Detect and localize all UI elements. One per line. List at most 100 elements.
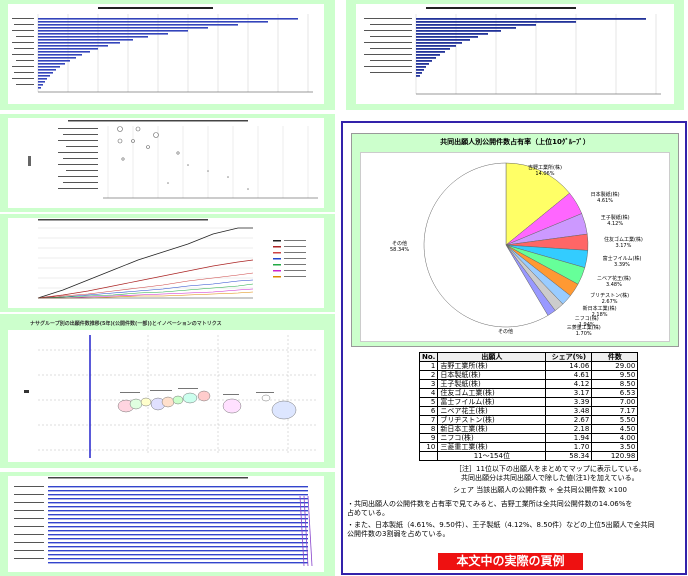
pie-chart — [423, 162, 589, 328]
row-applicant: 11〜154位 — [437, 451, 547, 461]
thumb-bubble-chart — [24, 335, 318, 458]
pie-label-name: 三菱重工業(株) — [566, 324, 601, 331]
pie-label-value: 4.12% — [607, 221, 624, 228]
header-no: No. — [418, 352, 439, 362]
row-count: 7.17 — [591, 406, 639, 416]
row-share: 2.18 — [545, 424, 593, 434]
row-rank: 8 — [418, 424, 439, 434]
row-share: 3.17 — [545, 388, 593, 398]
pie-slice-label: 三菱重工業(株) 1.70% — [567, 325, 601, 337]
row-applicant: 日本製紙(株) — [437, 370, 547, 380]
row-share: 2.67 — [545, 415, 593, 425]
pie-label-name: 王子製紙(株) — [600, 215, 630, 222]
thumb-chart-area — [356, 4, 674, 104]
table-row: 1 吉野工業所(株) 14.06 29.00 — [418, 361, 639, 371]
table-header-row: No. 出願人 シェア(%) 件数 — [418, 352, 639, 362]
pie-label-value: 2.67% — [601, 298, 618, 305]
row-count: 8.50 — [591, 379, 639, 389]
note-line: 占めている。 — [347, 509, 389, 517]
pie-chart-frame: 共同出願人別公開件数占有率（上位10ｸﾞﾙｰﾌﾟ） 吉野工業所(株) 14.06%… — [351, 133, 679, 347]
row-rank: 2 — [418, 370, 439, 380]
pie-label-name: 日本製紙(株) — [590, 191, 620, 198]
thumb-dot-chart — [28, 120, 318, 199]
pie-slice-label: 富士フイルム(株) 3.39% — [603, 256, 642, 268]
thumb-title: ナサグループ別の出願件数推移(5年)(公開件数(一部))とイノベーションのマトリ… — [30, 321, 222, 327]
chart-title: 共同出願人別公開件数占有率（上位10ｸﾞﾙｰﾌﾟ） — [440, 138, 590, 146]
note-line: ・共同出願人の公開件数を占有率で見てみると、吉野工業所は全共同公開件数の14.0… — [347, 500, 633, 508]
pie-label-value: 4.61% — [597, 197, 614, 204]
pie-bottom-label: その他 — [498, 329, 514, 335]
pie-slice-label: ニベア花王(株) 3.48% — [597, 276, 631, 288]
pie-label-value: 2.18% — [591, 311, 608, 318]
note-line: ・また、日本製紙（4.61%、9.50件）、王子製紙（4.12%、8.50件）な… — [347, 521, 655, 529]
note-line: ［注］11位以下の出願人をまとめてマップに表示している。 — [455, 465, 646, 473]
pie-slice — [423, 162, 549, 328]
thumb-bar-table — [14, 477, 313, 567]
row-rank: 1 — [418, 361, 439, 371]
pie-label-value: 1.70% — [575, 330, 592, 337]
thumb-chart-area — [8, 330, 324, 462]
row-count: 29.00 — [591, 361, 639, 371]
row-applicant: 富士フイルム(株) — [437, 397, 547, 407]
row-count: 120.98 — [591, 451, 639, 461]
row-applicant: 住友ゴム工業(株) — [437, 388, 547, 398]
note-line: 共同出願分は共同出願人で除した値(注1)を加えている。 — [461, 474, 639, 482]
table-row: 10 三菱重工業(株) 1.70 3.50 — [418, 442, 639, 452]
pie-slice-label: 王子製紙(株) 4.12% — [601, 215, 630, 227]
header-share: シェア(%) — [545, 352, 593, 362]
pie-slice-label: 住友ゴム工業(株) 3.17% — [604, 237, 643, 249]
pie-chart-area: 吉野工業所(株) 14.06% 日本製紙(株) 4.61% 王子製紙(株) 4.12% 住友… — [360, 152, 670, 342]
thumb-line-chart — [37, 219, 306, 299]
pie-slice-label: その他 58.34% — [390, 241, 409, 253]
table-row: 5 富士フイルム(株) 3.39 7.00 — [418, 397, 639, 407]
pie-slice-label: ニフコ(株) 1.94% — [575, 316, 599, 328]
note-line: シェア 当該出願人の公開件数 ÷ 全共同公開件数 ×100 — [453, 486, 627, 494]
row-rank: 5 — [418, 397, 439, 407]
thumb-chart-area — [8, 118, 324, 208]
row-applicant: 新日本工業(株) — [437, 424, 547, 434]
row-share: 4.61 — [545, 370, 593, 380]
pie-label-name: 富士フイルム(株) — [602, 256, 642, 263]
pie-label-name: 新日本工業(株) — [582, 305, 617, 312]
row-count: 5.50 — [591, 415, 639, 425]
pie-label-name: 住友ゴム工業(株) — [603, 236, 643, 243]
thumb-panel-bar-table — [0, 472, 335, 576]
row-rank: 10 — [418, 442, 439, 452]
table-row: 2 日本製紙(株) 4.61 9.50 — [418, 370, 639, 380]
pie-label-value: 14.06% — [535, 171, 555, 177]
pie-label-value: 3.39% — [614, 262, 630, 269]
table-row: 6 ニベア花王(株) 3.48 7.17 — [418, 406, 639, 416]
pie-label-name: 吉野工業所(株) — [528, 165, 562, 171]
row-applicant: ブリヂストン(株) — [437, 415, 547, 425]
row-applicant: 三菱重工業(株) — [437, 442, 547, 452]
row-count: 9.50 — [591, 370, 639, 380]
table-row: 3 王子製紙(株) 4.12 8.50 — [418, 379, 639, 389]
row-count: 6.53 — [591, 388, 639, 398]
pie-slice-label: 新日本工業(株) 2.18% — [583, 306, 617, 318]
thumb-panel-dot-matrix — [0, 114, 335, 212]
pie-slice — [505, 162, 570, 246]
thumb-panel-line-chart — [0, 214, 335, 312]
row-count: 7.00 — [591, 397, 639, 407]
row-rank: 3 — [418, 379, 439, 389]
example-page-banner: 本文中の実際の頁例 — [438, 553, 583, 570]
table-row: 9 ニフコ(株) 1.94 4.00 — [418, 433, 639, 443]
row-rank — [418, 451, 439, 461]
thumb-panel-bar-ranking-right — [346, 0, 684, 110]
pie-label-name: ニフコ(株) — [574, 316, 599, 323]
thumb-chart-area — [8, 476, 324, 572]
row-share: 1.70 — [545, 442, 593, 452]
row-count: 4.50 — [591, 424, 639, 434]
featured-page-panel: 共同出願人別公開件数占有率（上位10ｸﾞﾙｰﾌﾟ） 吉野工業所(株) 14.06%… — [341, 121, 687, 575]
table-row: 7 ブリヂストン(株) 2.67 5.50 — [418, 415, 639, 425]
pie-slice-label: 日本製紙(株) 4.61% — [591, 192, 620, 204]
thumb-panel-bar-ranking — [0, 0, 335, 110]
pie-label-name: ニベア花王(株) — [596, 275, 631, 282]
pie-label-value: 3.17% — [615, 242, 632, 249]
row-rank: 7 — [418, 415, 439, 425]
row-share: 4.12 — [545, 379, 593, 389]
row-share: 14.06 — [545, 361, 593, 371]
thumb-bar-chart — [364, 7, 661, 95]
thumb-panel-bubble-matrix: ナサグループ別の出願件数推移(5年)(公開件数(一部))とイノベーションのマトリ… — [0, 314, 335, 468]
row-applicant: ニフコ(株) — [437, 433, 547, 443]
